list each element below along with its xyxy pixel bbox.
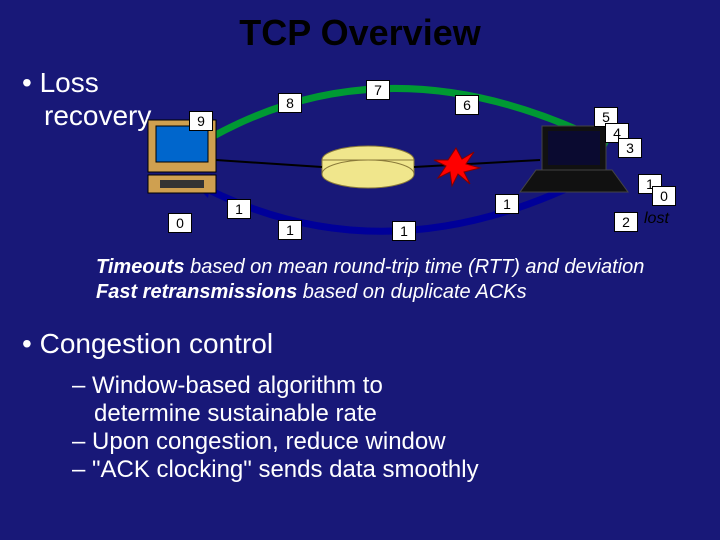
term-timeouts-rest: based on mean round-trip time (RTT) and … bbox=[185, 256, 645, 278]
term-fastretx-rest: based on duplicate ACKs bbox=[297, 281, 526, 303]
pkt-8: 8 bbox=[278, 93, 302, 113]
sub-bullet-1a: – Window-based algorithm to bbox=[72, 372, 383, 400]
lost-explosion bbox=[434, 148, 480, 186]
ack-2: 2 bbox=[614, 212, 638, 232]
term-fastretx: Fast retransmissions bbox=[96, 281, 297, 303]
sub-bullet-3: – "ACK clocking" sends data smoothly bbox=[72, 456, 479, 484]
term-timeouts: Timeouts bbox=[96, 256, 185, 278]
pkt-7: 7 bbox=[366, 80, 390, 100]
bullet-congestion-control: Congestion control bbox=[22, 328, 273, 360]
ack-1a: 1 bbox=[227, 199, 251, 219]
ack-1b: 1 bbox=[278, 220, 302, 240]
lost-label: lost bbox=[644, 210, 669, 228]
bullet-congestion-text: Congestion control bbox=[40, 328, 273, 359]
sub-bullet-1b: determine sustainable rate bbox=[94, 400, 377, 428]
note-timeouts: Timeouts based on mean round-trip time (… bbox=[96, 256, 644, 279]
sub-bullet-2: – Upon congestion, reduce window bbox=[72, 428, 446, 456]
note-fastretx: Fast retransmissions based on duplicate … bbox=[96, 281, 527, 304]
router-device bbox=[216, 146, 540, 188]
pkt-3: 3 bbox=[618, 138, 642, 158]
ack-1d: 1 bbox=[495, 194, 519, 214]
pkt-9: 9 bbox=[189, 111, 213, 131]
ack-1c: 1 bbox=[392, 221, 416, 241]
pkt-6: 6 bbox=[455, 95, 479, 115]
ack-0: 0 bbox=[168, 213, 192, 233]
pkt-0a: 0 bbox=[652, 186, 676, 206]
